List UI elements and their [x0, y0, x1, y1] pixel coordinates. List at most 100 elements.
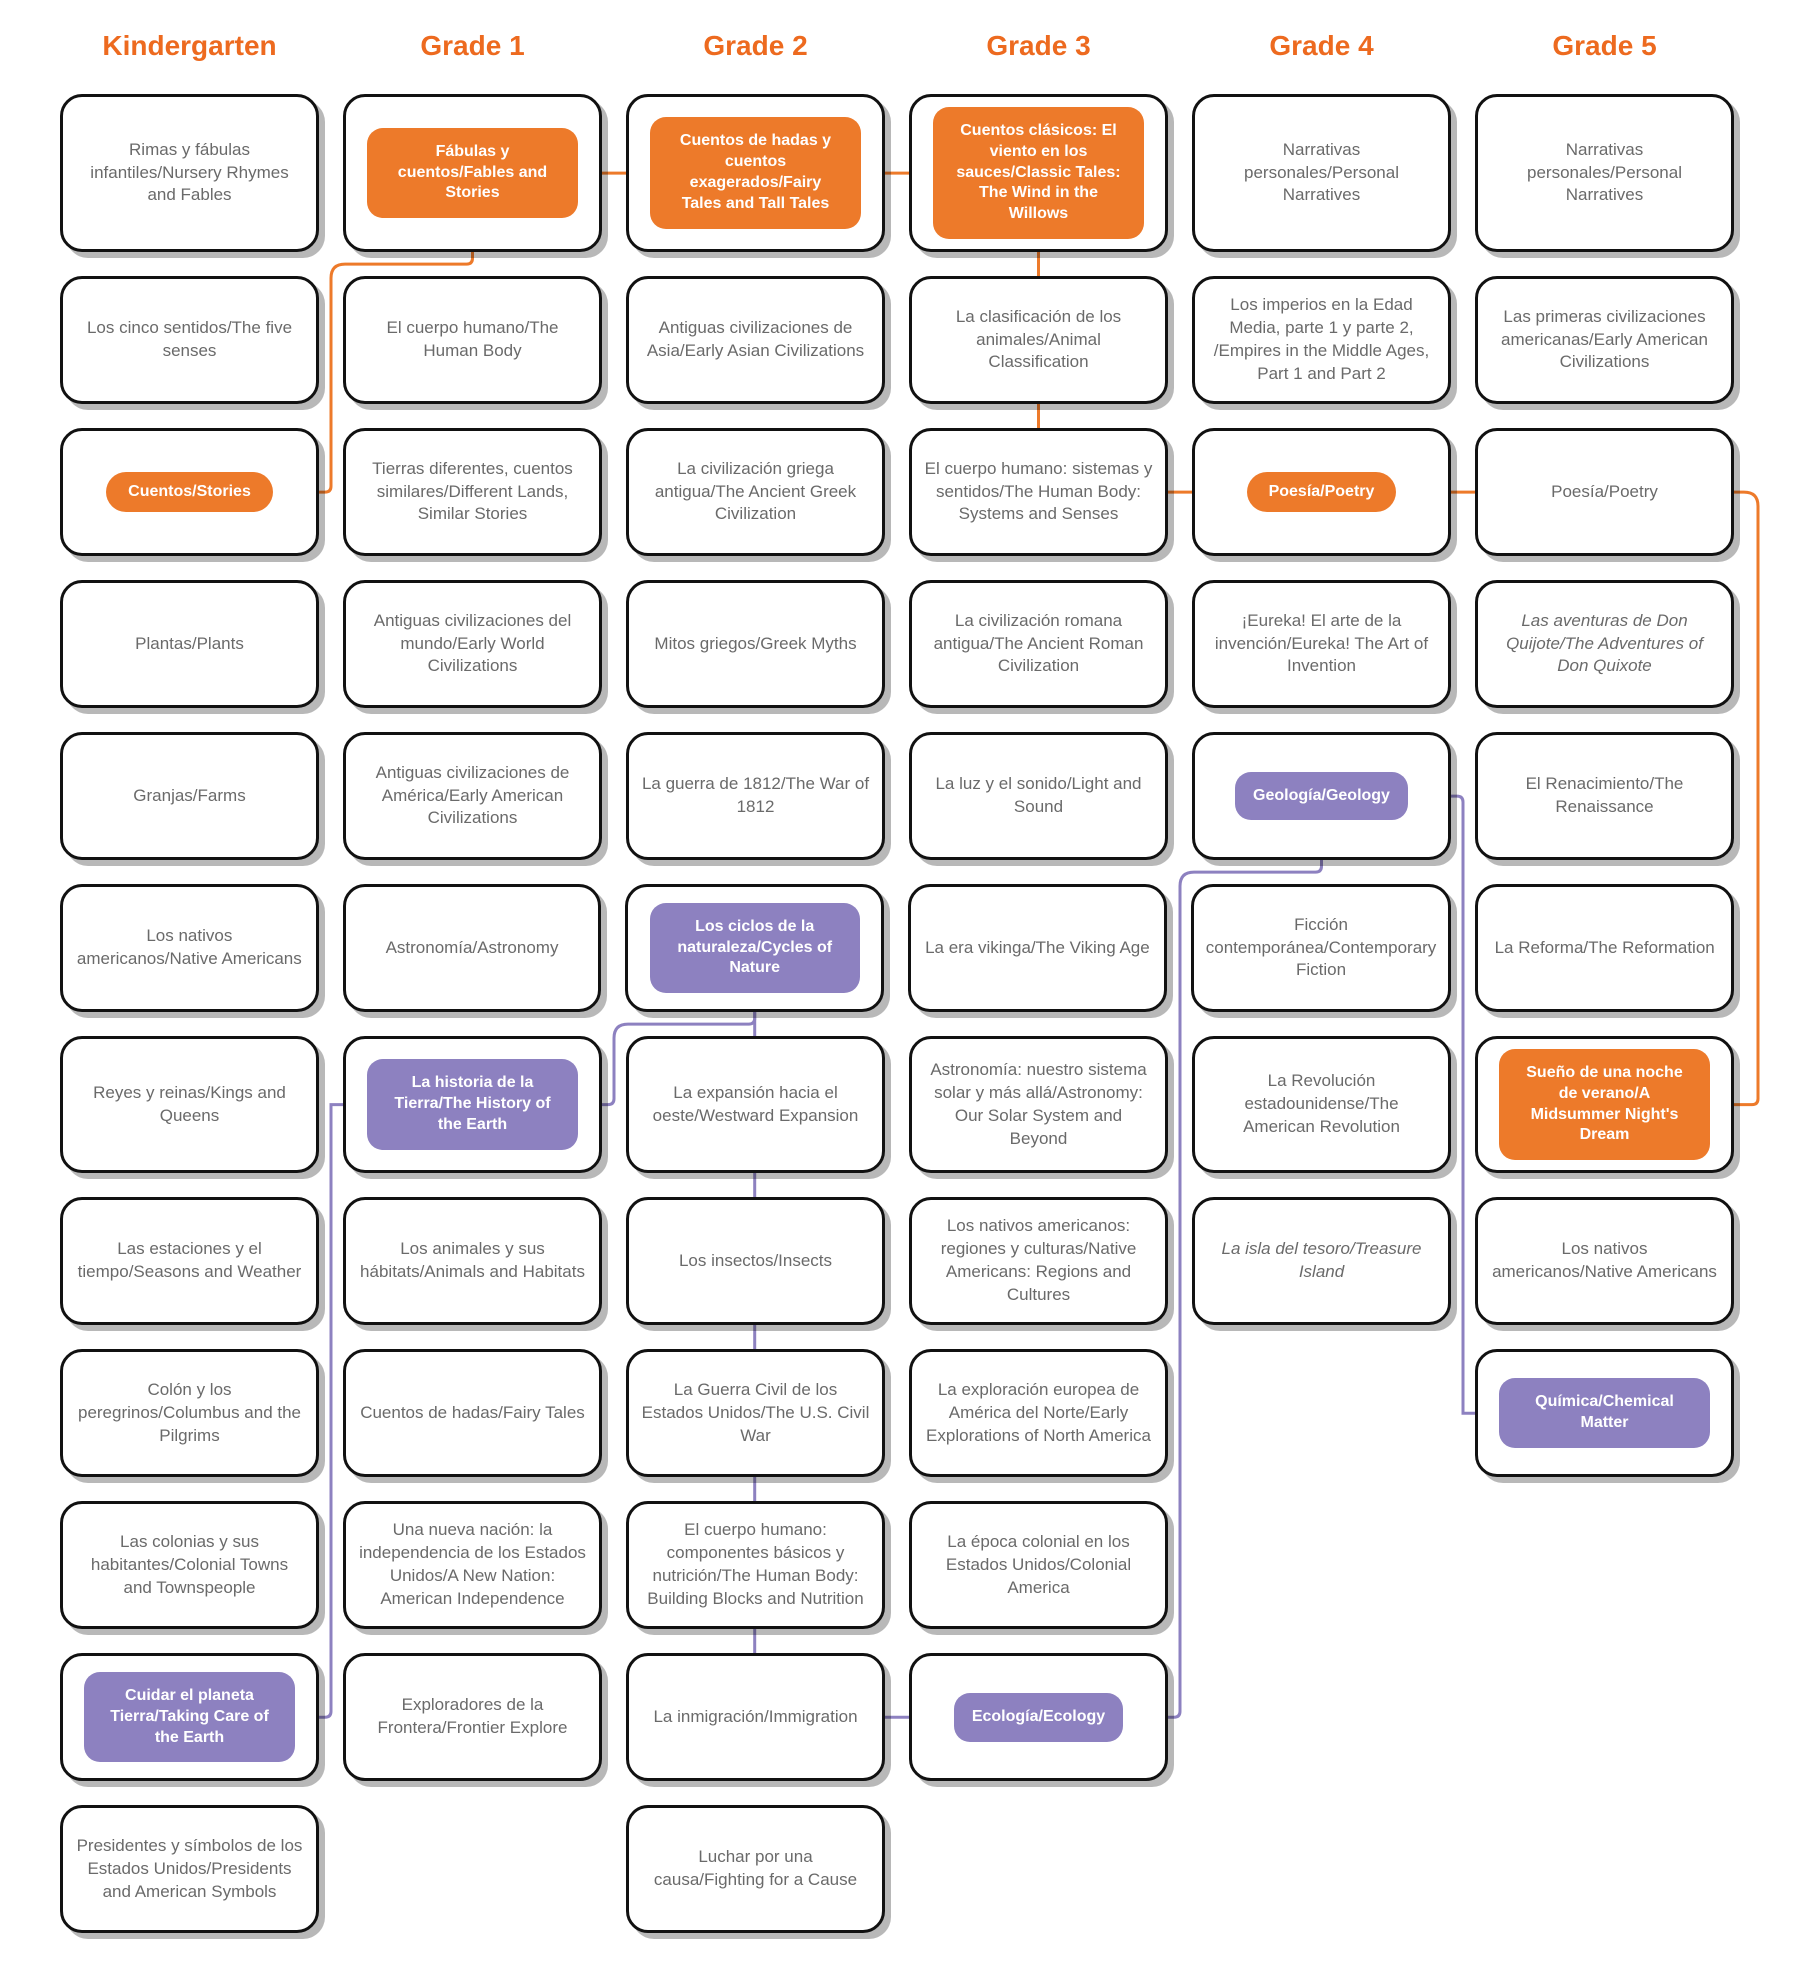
topic-cell: La clasificación de los animales/Animal … — [909, 276, 1168, 404]
column-header: Grade 1 — [343, 30, 602, 70]
topic-label: Las colonias y sus habitantes/Colonial T… — [75, 1531, 304, 1600]
topic-label: La era vikinga/The Viking Age — [925, 937, 1150, 960]
topic-label: Rimas y fábulas infantiles/Nursery Rhyme… — [75, 139, 304, 208]
grid-row: Las estaciones y el tiempo/Seasons and W… — [0, 1197, 1794, 1325]
topic-cell: La guerra de 1812/The War of 1812 — [626, 732, 885, 860]
highlighted-topic-cell: La historia de la Tierra/The History of … — [343, 1036, 602, 1173]
grid-row: Cuidar el planeta Tierra/Taking Care of … — [0, 1653, 1794, 1781]
topic-label: La Guerra Civil de los Estados Unidos/Th… — [641, 1379, 870, 1448]
topic-label: Los cinco sentidos/The five senses — [75, 317, 304, 363]
topic-label: Los insectos/Insects — [679, 1250, 832, 1273]
topic-label: Granjas/Farms — [133, 785, 245, 808]
topic-cell: Los animales y sus hábitats/Animals and … — [343, 1197, 602, 1325]
topic-label: Astronomía: nuestro sistema solar y más … — [924, 1059, 1153, 1151]
topic-cell: Las aventuras de Don Quijote/The Adventu… — [1475, 580, 1734, 708]
topic-label: La civilización griega antigua/The Ancie… — [641, 458, 870, 527]
topic-label: La expansión hacia el oeste/Westward Exp… — [641, 1082, 870, 1128]
topic-chip: Cuentos clásicos: El viento en los sauce… — [933, 107, 1144, 239]
topic-cell: La exploración europea de América del No… — [909, 1349, 1168, 1477]
topic-cell: Narrativas personales/Personal Narrative… — [1475, 94, 1734, 252]
grid-row: Los cinco sentidos/The five senses El cue… — [0, 276, 1794, 404]
topic-cell: La inmigración/Immigration — [626, 1653, 885, 1781]
topic-label: Tierras diferentes, cuentos similares/Di… — [358, 458, 587, 527]
topic-cell: El cuerpo humano/The Human Body — [343, 276, 602, 404]
topic-label: Antiguas civilizaciones de Asia/Early As… — [641, 317, 870, 363]
topic-label: Cuentos de hadas/Fairy Tales — [360, 1402, 585, 1425]
column-header: Grade 5 — [1475, 30, 1734, 70]
topic-label: Reyes y reinas/Kings and Queens — [75, 1082, 304, 1128]
topic-cell: Ficción contemporánea/Contemporary Ficti… — [1191, 884, 1452, 1012]
topic-label: El Renacimiento/The Renaissance — [1490, 773, 1719, 819]
topic-cell: Granjas/Farms — [60, 732, 319, 860]
topic-cell: Rimas y fábulas infantiles/Nursery Rhyme… — [60, 94, 319, 252]
topic-label: Poesía/Poetry — [1551, 481, 1658, 504]
topic-chip: Los ciclos de la naturaleza/Cycles of Na… — [650, 903, 860, 993]
topic-label: Narrativas personales/Personal Narrative… — [1207, 139, 1436, 208]
grid-row: Rimas y fábulas infantiles/Nursery Rhyme… — [0, 94, 1794, 252]
grid-row: Los nativos americanos/Native AmericansA… — [0, 884, 1794, 1012]
topic-cell: La expansión hacia el oeste/Westward Exp… — [626, 1036, 885, 1173]
column-header: Grade 4 — [1192, 30, 1451, 70]
topic-label: La exploración europea de América del No… — [924, 1379, 1153, 1448]
topic-chip: Sueño de una noche de verano/A Midsummer… — [1499, 1049, 1710, 1160]
topic-chip: Fábulas y cuentos/Fables and Stories — [367, 128, 578, 218]
topic-label: Presidentes y símbolos de los Estados Un… — [75, 1835, 304, 1904]
curriculum-grid: KindergartenGrade 1Grade 2Grade 3Grade 4… — [0, 0, 1794, 1973]
topic-cell: El cuerpo humano: componentes básicos y … — [626, 1501, 885, 1629]
topic-label: La civilización romana antigua/The Ancie… — [924, 610, 1153, 679]
topic-cell: Mitos griegos/Greek Myths — [626, 580, 885, 708]
topic-label: Colón y los peregrinos/Columbus and the … — [75, 1379, 304, 1448]
grid-row: Plantas/Plants Antiguas civilizaciones de… — [0, 580, 1794, 708]
topic-cell: Presidentes y símbolos de los Estados Un… — [60, 1805, 319, 1933]
highlighted-topic-cell: Cuentos de hadas y cuentos exagerados/Fa… — [626, 94, 885, 252]
topic-label: Luchar por una causa/Fighting for a Caus… — [641, 1846, 870, 1892]
highlighted-topic-cell: Los ciclos de la naturaleza/Cycles of Na… — [625, 884, 884, 1012]
topic-cell: La luz y el sonido/Light and Sound — [909, 732, 1168, 860]
topic-label: Exploradores de la Frontera/Frontier Exp… — [358, 1694, 587, 1740]
topic-label: Los nativos americanos/Native Americans — [1490, 1238, 1719, 1284]
grid-row: Las colonias y sus habitantes/Colonial T… — [0, 1501, 1794, 1629]
grid-row: Colón y los peregrinos/Columbus and the … — [0, 1349, 1794, 1477]
grid-row: Cuentos/StoriesTierras diferentes, cuent… — [0, 428, 1794, 556]
topic-cell: Astronomía: nuestro sistema solar y más … — [909, 1036, 1168, 1173]
topic-cell: Exploradores de la Frontera/Frontier Exp… — [343, 1653, 602, 1781]
topic-label: Antiguas civilizaciones del mundo/Early … — [358, 610, 587, 679]
topic-cell: Antiguas civilizaciones del mundo/Early … — [343, 580, 602, 708]
topic-cell: La Guerra Civil de los Estados Unidos/Th… — [626, 1349, 885, 1477]
topic-cell: Plantas/Plants — [60, 580, 319, 708]
column-headers: KindergartenGrade 1Grade 2Grade 3Grade 4… — [0, 30, 1794, 70]
topic-label: La clasificación de los animales/Animal … — [924, 306, 1153, 375]
topic-cell: Antiguas civilizaciones de América/Early… — [343, 732, 602, 860]
topic-label: Los animales y sus hábitats/Animals and … — [358, 1238, 587, 1284]
topic-cell: La época colonial en los Estados Unidos/… — [909, 1501, 1168, 1629]
topic-label: Los nativos americanos: regiones y cultu… — [924, 1215, 1153, 1307]
topic-label: Astronomía/Astronomy — [386, 937, 559, 960]
topic-chip: Geología/Geology — [1235, 772, 1408, 821]
topic-chip: Ecología/Ecology — [954, 1693, 1123, 1742]
highlighted-topic-cell: Geología/Geology — [1192, 732, 1451, 860]
topic-label: Una nueva nación: la independencia de lo… — [358, 1519, 587, 1611]
topic-label: Las aventuras de Don Quijote/The Adventu… — [1490, 610, 1719, 679]
grid-row: Presidentes y símbolos de los Estados Un… — [0, 1805, 1794, 1933]
highlighted-topic-cell: Química/Chemical Matter — [1475, 1349, 1734, 1477]
highlighted-topic-cell: Cuidar el planeta Tierra/Taking Care of … — [60, 1653, 319, 1781]
topic-label: La luz y el sonido/Light and Sound — [924, 773, 1153, 819]
topic-label: Los imperios en la Edad Media, parte 1 y… — [1207, 294, 1436, 386]
highlighted-topic-cell: Poesía/Poetry — [1192, 428, 1451, 556]
topic-cell: El Renacimiento/The Renaissance — [1475, 732, 1734, 860]
topic-label: Narrativas personales/Personal Narrative… — [1490, 139, 1719, 208]
topic-chip: Poesía/Poetry — [1247, 472, 1397, 513]
topic-label: Las primeras civilizaciones americanas/E… — [1490, 306, 1719, 375]
topic-label: El cuerpo humano: componentes básicos y … — [641, 1519, 870, 1611]
topic-label: El cuerpo humano/The Human Body — [358, 317, 587, 363]
topic-chip: Química/Chemical Matter — [1499, 1378, 1710, 1448]
topic-label: Las estaciones y el tiempo/Seasons and W… — [75, 1238, 304, 1284]
topic-cell: La era vikinga/The Viking Age — [908, 884, 1167, 1012]
topic-cell: La Revolución estadounidense/The America… — [1192, 1036, 1451, 1173]
topic-label: La inmigración/Immigration — [653, 1706, 857, 1729]
topic-cell: Los nativos americanos/Native Americans — [1475, 1197, 1734, 1325]
topic-cell: La civilización griega antigua/The Ancie… — [626, 428, 885, 556]
topic-cell: ¡Eureka! El arte de la invención/Eureka!… — [1192, 580, 1451, 708]
topic-label: La guerra de 1812/The War of 1812 — [641, 773, 870, 819]
topic-chip: Cuentos de hadas y cuentos exagerados/Fa… — [650, 117, 861, 228]
